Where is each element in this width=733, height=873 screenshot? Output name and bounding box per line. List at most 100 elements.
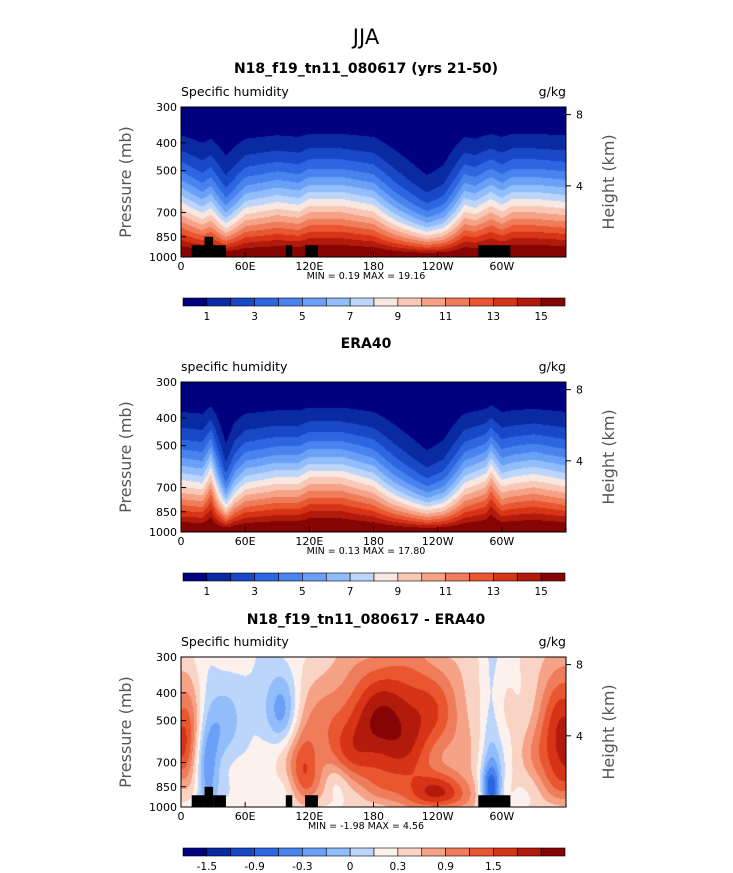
- x-tick-label: 0: [178, 810, 185, 823]
- colorbar-box: [182, 847, 208, 857]
- x-tick-label: 60E: [235, 260, 256, 273]
- colorbar-box: [540, 572, 566, 582]
- panel-title: N18_f19_tn11_080617 - ERA40: [247, 612, 486, 628]
- colorbar-label: 5: [299, 311, 306, 323]
- colorbar-box: [493, 572, 518, 582]
- x-tick-label: 180: [363, 810, 384, 823]
- colorbar-label: 15: [534, 586, 547, 598]
- terrain-mask: [478, 795, 511, 807]
- x-tick-label: 120E: [295, 810, 323, 823]
- colorbar-box: [254, 847, 279, 857]
- x-tick-label: 60W: [489, 260, 514, 273]
- colorbar-box: [493, 297, 518, 307]
- colorbar-box: [421, 847, 446, 857]
- variable-label: specific humidity: [181, 359, 288, 374]
- y-tick-label: 850: [156, 506, 177, 519]
- height-tick-label: 4: [576, 180, 583, 193]
- variable-label: Specific humidity: [181, 634, 289, 649]
- colorbar-box: [278, 847, 303, 857]
- colorbar-box: [397, 297, 423, 307]
- x-tick-label: 180: [363, 535, 384, 548]
- terrain-mask: [478, 245, 511, 257]
- y-tick-label: 500: [156, 440, 177, 453]
- colorbar-box: [540, 847, 566, 857]
- x-tick-label: 0: [178, 535, 185, 548]
- y-tick-label: 500: [156, 715, 177, 728]
- x-tick-label: 60W: [489, 535, 514, 548]
- colorbar-box: [206, 847, 232, 857]
- colorbar-label: 3: [251, 586, 258, 598]
- y-tick-label: 1000: [149, 801, 177, 814]
- colorbar-box: [540, 297, 566, 307]
- x-tick-label: 0: [178, 260, 185, 273]
- terrain-mask: [305, 245, 318, 257]
- height-tick-label: 8: [576, 659, 583, 672]
- colorbar-box: [516, 297, 542, 307]
- colorbar-box: [278, 297, 303, 307]
- colorbar-box: [302, 297, 327, 307]
- terrain-mask: [213, 795, 226, 807]
- colorbar-label: -0.9: [244, 861, 265, 873]
- x-tick-label: 60W: [489, 810, 514, 823]
- colorbar-box: [445, 297, 470, 307]
- colorbar-box: [325, 847, 351, 857]
- colorbar-label: -0.3: [292, 861, 313, 873]
- contour-field: [181, 657, 566, 807]
- contour-field: [181, 107, 566, 257]
- y-tick-label: 400: [156, 137, 177, 150]
- panel-title: ERA40: [341, 336, 392, 352]
- figure-title: JJA: [351, 25, 380, 49]
- colorbar-label: 3: [251, 311, 258, 323]
- colorbar-box: [182, 297, 208, 307]
- colorbar-box: [349, 847, 375, 857]
- colorbar-label: 0.3: [390, 861, 407, 873]
- y-tick-label: 300: [156, 376, 177, 389]
- colorbar-box: [445, 572, 470, 582]
- terrain-mask: [204, 236, 214, 257]
- colorbar-box: [230, 847, 255, 857]
- colorbar-box: [493, 847, 518, 857]
- colorbar-box: [516, 847, 542, 857]
- y-tick-label: 850: [156, 231, 177, 244]
- colorbar-box: [325, 572, 351, 582]
- x-tick-label: 120E: [295, 535, 323, 548]
- colorbar-box: [349, 297, 375, 307]
- colorbar-box: [397, 847, 423, 857]
- colorbar-label: 9: [395, 311, 402, 323]
- colorbar-label: 13: [487, 586, 500, 598]
- colorbar-box: [302, 572, 327, 582]
- colorbar-box: [516, 572, 542, 582]
- terrain-mask: [285, 795, 293, 807]
- colorbar-box: [421, 297, 446, 307]
- colorbar-label: 0: [347, 861, 354, 873]
- colorbar-box: [469, 572, 494, 582]
- y-tick-label: 300: [156, 101, 177, 114]
- x-tick-label: 60E: [235, 535, 256, 548]
- colorbar-label: 1.5: [485, 861, 502, 873]
- colorbar-box: [325, 297, 351, 307]
- height-tick-label: 8: [576, 384, 583, 397]
- colorbar-box: [206, 297, 232, 307]
- right-axis-title: Height (km): [599, 134, 618, 229]
- y-tick-label: 700: [156, 207, 177, 220]
- colorbar-box: [302, 847, 327, 857]
- panel-title: N18_f19_tn11_080617 (yrs 21-50): [234, 61, 498, 77]
- y-tick-label: 300: [156, 651, 177, 664]
- height-tick-label: 4: [576, 455, 583, 468]
- min-max-stats: MIN = 0.19 MAX = 19.16: [307, 271, 426, 282]
- colorbar-box: [373, 572, 399, 582]
- colorbar-label: 13: [487, 311, 500, 323]
- colorbar-box: [469, 297, 494, 307]
- colorbar-box: [421, 572, 446, 582]
- colorbar-label: 7: [347, 586, 354, 598]
- units-label: g/kg: [539, 84, 566, 99]
- y-tick-label: 400: [156, 412, 177, 425]
- y-axis-title: Pressure (mb): [116, 401, 135, 513]
- colorbar-box: [349, 572, 375, 582]
- y-tick-label: 1000: [149, 526, 177, 539]
- chart-panel: N18_f19_tn11_080617 (yrs 21-50) Specific …: [116, 61, 618, 323]
- colorbar-label: 7: [347, 311, 354, 323]
- y-tick-label: 700: [156, 757, 177, 770]
- colorbar-label: 11: [439, 586, 452, 598]
- x-tick-label: 180: [363, 260, 384, 273]
